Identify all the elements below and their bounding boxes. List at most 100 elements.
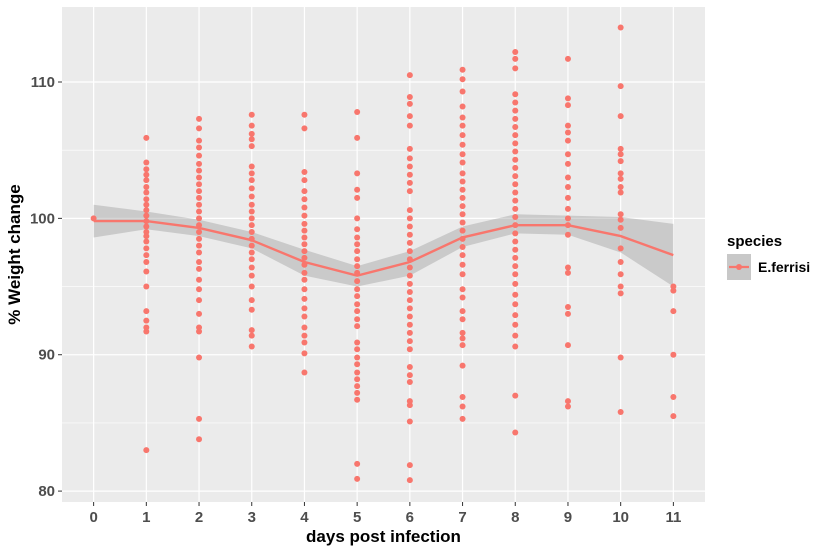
data-point [564,269,571,276]
y-axis-title: % Weight change [5,184,24,324]
data-point [248,235,255,242]
data-point [406,207,413,214]
data-point [406,297,413,304]
data-point [196,115,203,122]
data-point [459,342,466,349]
data-point [301,220,308,227]
data-point [512,246,519,253]
data-point [459,244,466,250]
data-point [248,185,255,192]
data-point [248,222,255,229]
data-point [248,177,255,184]
data-point [301,313,308,320]
data-point [564,342,571,349]
data-point [512,65,519,72]
data-point [248,208,255,215]
data-point [459,271,466,278]
data-point [354,361,361,368]
data-point [196,188,203,195]
data-point [564,222,571,229]
data-point [564,304,571,310]
data-point [301,254,308,261]
data-point [354,194,361,201]
data-point [512,312,519,319]
data-point [196,328,203,335]
data-point [512,189,519,196]
data-point [354,308,361,315]
data-point [564,231,571,238]
y-tick-label: 90 [38,347,55,364]
data-point [301,350,308,357]
data-point [143,308,150,315]
data-point [617,83,624,90]
data-point [617,175,624,182]
data-point [248,201,255,208]
data-point [354,376,361,383]
data-point [354,383,361,390]
axes-layer: 80 90 100 110 0 1 2 3 4 5 6 7 8 9 10 11 [30,74,681,526]
data-point [143,283,150,290]
data-point [406,163,413,170]
data-point [512,343,519,350]
data-point [301,286,308,293]
x-tick-label: 4 [300,509,309,526]
x-tick-label: 10 [612,509,629,526]
data-point [301,212,308,219]
data-point [512,230,519,237]
data-point [670,283,677,290]
x-tick-label: 11 [665,509,681,526]
data-point [617,283,624,290]
data-point [459,76,466,83]
data-point [196,297,203,304]
data-point [301,204,308,211]
data-point [459,211,466,218]
data-point [196,415,203,422]
data-point [406,329,413,336]
data-point [617,145,624,152]
data-point [617,184,624,190]
data-point [459,159,466,166]
data-point [512,263,519,270]
data-point [248,122,255,129]
y-tick-label: 100 [30,210,55,227]
data-point [512,429,519,436]
data-point [564,129,571,136]
data-point [459,286,466,293]
data-point [196,167,203,174]
data-point [459,132,466,139]
data-point [459,329,466,336]
data-point [512,254,519,261]
data-point [459,308,466,315]
data-point [406,364,413,370]
data-point [354,263,361,270]
data-point [459,219,466,226]
data-point [301,188,308,195]
x-tick-label: 1 [142,509,150,526]
data-point [564,151,571,158]
data-point [301,295,308,302]
data-point [406,305,413,312]
data-point [512,148,519,155]
data-point [617,189,624,196]
data-point [512,238,519,245]
data-point [564,194,571,201]
data-point [512,107,519,114]
y-tick-label: 110 [31,74,55,91]
data-point [459,394,466,400]
data-point [564,102,571,109]
data-point [143,218,150,225]
plot-panel [62,7,705,502]
data-point [406,239,413,246]
data-point [670,351,677,358]
data-point [512,181,519,188]
x-tick-label: 7 [458,509,466,526]
data-point [196,194,203,201]
data-point [143,134,150,141]
data-point [143,223,150,230]
data-point [406,72,413,79]
data-point [196,354,203,361]
data-point [143,212,150,219]
x-tick-label: 8 [511,509,519,526]
data-point [406,398,413,405]
data-point [459,88,466,95]
